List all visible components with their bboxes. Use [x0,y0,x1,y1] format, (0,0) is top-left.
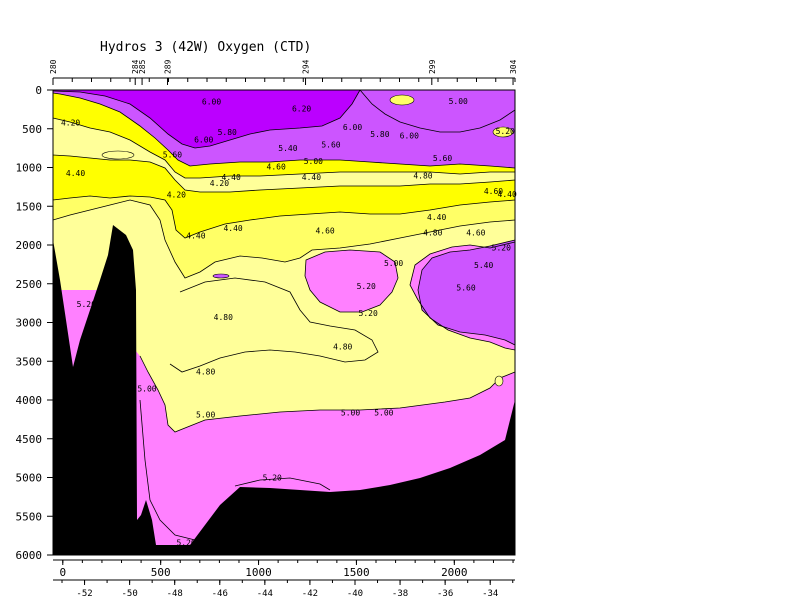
contour-label: 4.40 [186,232,205,241]
contour-label: 4.40 [427,213,446,222]
y-tick-label: 3500 [16,355,43,368]
contour-label: 5.20 [263,474,282,483]
contour-label: 5.60 [163,150,182,159]
lat-tick-label: -34 [482,589,498,599]
contour-label: 4.80 [413,171,432,180]
section-plot [52,89,516,555]
chart-title: Hydros 3 (42W) Oxygen (CTD) [100,40,311,55]
y-tick-label: 0 [35,84,42,97]
x-tick-label: 1000 [245,566,272,579]
y-tick-label: 2500 [16,278,43,291]
contour-label: 5.20 [176,539,195,548]
y-tick-label: 1500 [16,200,43,213]
contour-label: 5.20 [359,309,378,318]
contour-label: 6.00 [400,132,419,141]
feature-mid-purple [212,273,230,279]
contour-label: 5.00 [449,97,468,106]
contour-label: 5.60 [321,140,340,149]
contour-label: 5.00 [196,411,215,420]
feature-east-yellow-2 [492,126,514,138]
lat-tick-label: -40 [347,589,363,599]
contour-label: 5.00 [374,408,393,417]
contour-label: 5.80 [218,128,237,137]
y-tick-label: 500 [22,123,42,136]
station-label: 284 [131,59,140,74]
contour-label: 6.00 [343,123,362,132]
lat-tick-label: -48 [167,589,183,599]
station-label: 304 [509,59,518,74]
station-label: 299 [428,59,437,74]
feature-west-yellow [101,150,135,160]
lat-tick-label: -38 [392,589,408,599]
contour-labels: 4.204.404.204.404.605.005.40 5.605.806.00… [61,97,517,548]
x-tick-label: 500 [151,566,171,579]
contour-label: 6.00 [202,98,221,107]
contour-label: 4.40 [498,190,517,199]
x-tick-label: 2000 [441,566,468,579]
contour-label: 4.80 [333,343,352,352]
contour-label: 4.60 [315,226,334,235]
y-tick-label: 4000 [16,394,43,407]
feature-east-yellow [389,94,415,106]
contour-label: 4.40 [302,173,321,182]
contour-label: 5.40 [278,144,297,153]
y-tick-label: 3000 [16,317,43,330]
contour-label: 5.20 [492,243,511,252]
contour-label: 4.80 [214,313,233,322]
x-axis-latitude: -52 -50 -48 -46 -44 -42 -40 -38 -36 -34 [53,579,515,599]
contour-label: 6.00 [194,136,213,145]
y-tick-label: 4500 [16,433,43,446]
contour-label: 5.20 [357,282,376,291]
feature-east-lowpink [494,375,504,387]
lat-tick-label: -36 [437,589,453,599]
contour-label: 5.00 [304,157,323,166]
band-5.40-5.80-east [418,240,515,345]
contour-label: 4.40 [222,173,241,182]
contour-label: 5.00 [137,384,156,393]
station-label: 289 [164,59,173,74]
x-tick-label: 0 [59,566,66,579]
lat-tick-label: -44 [257,589,273,599]
y-tick-label: 2000 [16,239,43,252]
contour-label: 4.80 [423,229,442,238]
station-label: 294 [302,59,311,74]
contour-label: 4.80 [196,367,215,376]
contour-label: 5.60 [456,284,475,293]
lat-tick-label: -52 [76,589,92,599]
contour-label: 5.80 [370,130,389,139]
contour-label: 4.20 [210,179,229,188]
lat-tick-label: -42 [302,589,318,599]
x-axis-distance: 0 500 1000 1500 2000 [53,559,515,579]
y-tick-label: 5000 [16,472,43,485]
station-label: 280 [49,59,58,74]
y-axis: 0 500 1000 1500 2000 2500 3000 3500 4000 4500 5000… [16,84,53,562]
contour-label: 6.20 [292,105,311,114]
contour-label: 5.20 [77,300,96,309]
contour-label: 5.00 [341,408,360,417]
y-tick-label: 1000 [16,162,43,175]
contour-lines [52,89,516,541]
contour-label: 5.60 [433,154,452,163]
contour-label: 4.20 [61,119,80,128]
contour-label: 4.60 [466,229,485,238]
contour-label: 5.00 [384,259,403,268]
lat-tick-label: -46 [212,589,228,599]
x-tick-label: 1500 [343,566,370,579]
contour-label: 5.40 [474,261,493,270]
band-5.00-5.40-inner [305,250,398,312]
contour-label: 4.40 [223,224,242,233]
contour-label: 4.20 [167,191,186,200]
y-tick-label: 5500 [16,510,43,523]
bathymetry [53,225,515,555]
y-tick-label: 6000 [16,549,43,562]
lat-tick-label: -50 [121,589,137,599]
contour-label: 4.60 [267,163,286,172]
contour-label: 4.40 [66,169,85,178]
band-6.00-plus [53,90,360,148]
contour-label: 4.60 [484,187,503,196]
station-label: 285 [138,59,147,74]
contour-label: 5.20 [496,127,515,136]
